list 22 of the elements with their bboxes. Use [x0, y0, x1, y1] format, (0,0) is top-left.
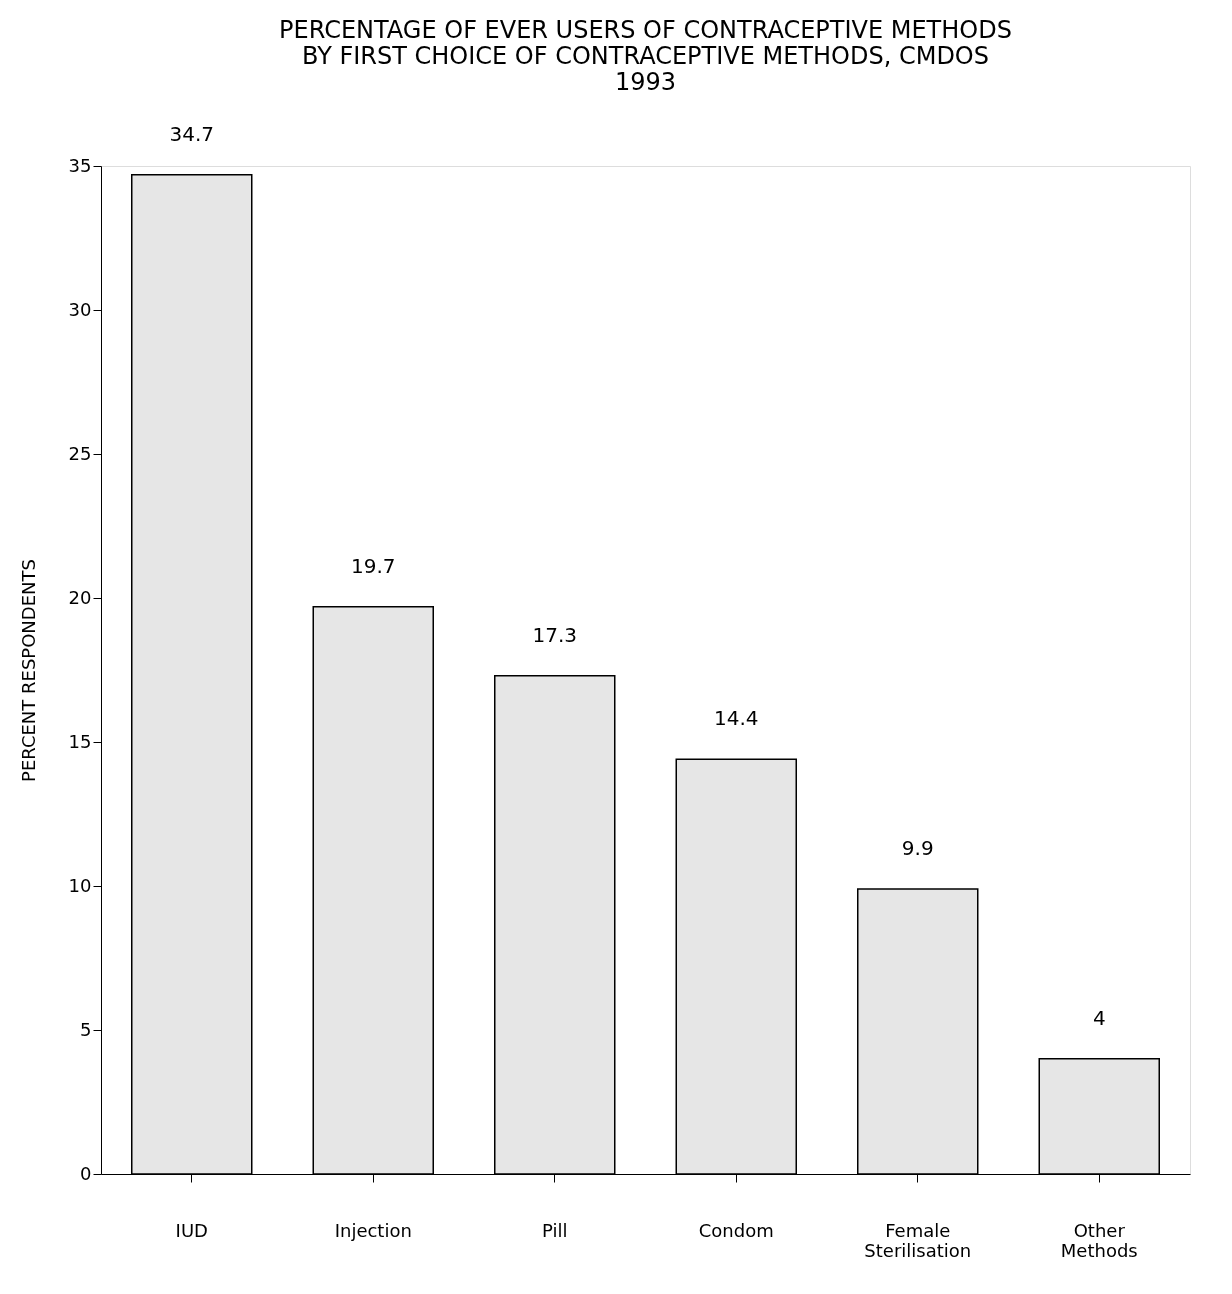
y-axis-title: PERCENT RESPONDENTS [17, 559, 39, 782]
data-label: 19.7 [350, 553, 396, 578]
y-tick-label: 0 [80, 1162, 92, 1184]
x-tick-label: Female Sterilisation [864, 1219, 972, 1261]
data-label: 4 [1092, 1005, 1106, 1030]
x-tick-label: Condom [698, 1219, 774, 1241]
x-tick-label: Injection [334, 1219, 412, 1241]
data-label: 9.9 [901, 835, 934, 860]
x-tick-label: Other Methods [1060, 1219, 1138, 1261]
y-tick-label: 35 [68, 154, 92, 176]
y-tick-label: 30 [68, 298, 92, 320]
data-label: 14.4 [713, 706, 759, 731]
data-label: 34.7 [169, 121, 215, 146]
y-tick-label: 25 [68, 442, 92, 464]
x-tick-label: IUD [175, 1219, 208, 1241]
y-tick-label: 15 [68, 730, 92, 752]
y-tick-label: 10 [68, 874, 92, 896]
y-tick-label: 20 [68, 586, 92, 608]
chart-title: PERCENTAGE OF EVER USERS OF CONTRACEPTIVE METHODS BY FIRST CHOICE OF CONTRACEPTIVE METHODS, CMDOS 1993 [279, 15, 1012, 96]
y-tick-label: 5 [80, 1018, 92, 1040]
data-label: 17.3 [532, 622, 578, 647]
x-tick-label: Pill [542, 1219, 568, 1241]
